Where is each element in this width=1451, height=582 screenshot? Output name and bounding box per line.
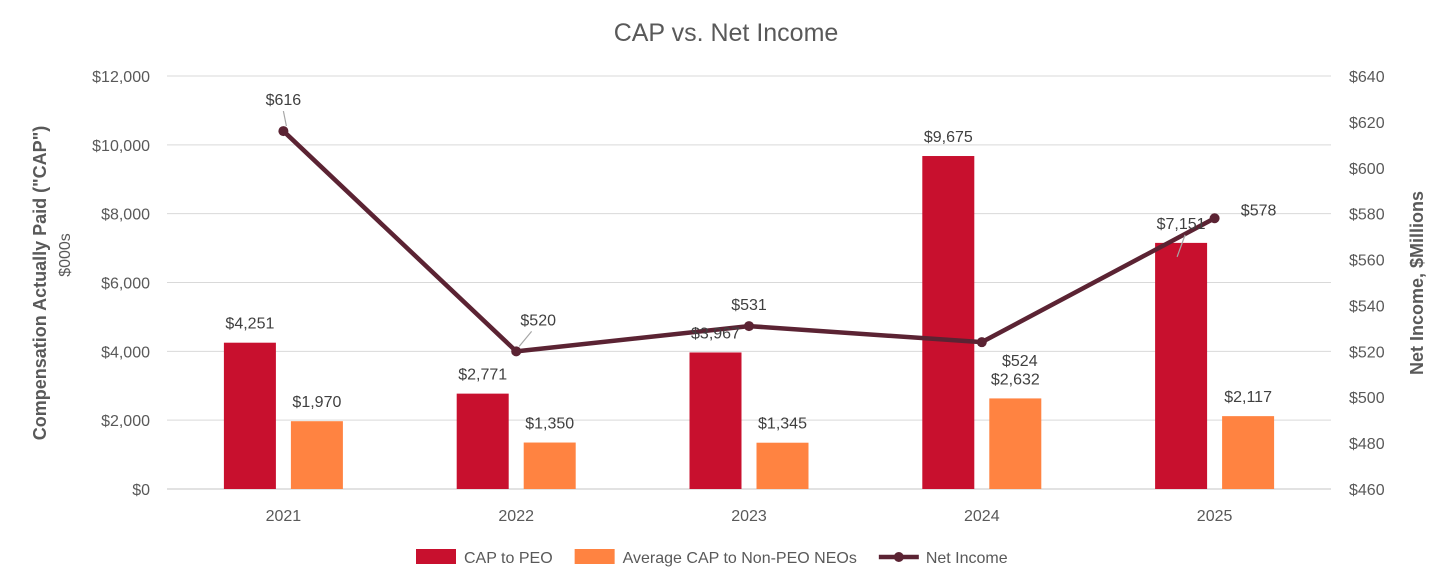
- bar-cap-to-peo: [1155, 242, 1208, 489]
- bar-avg-cap-non-peo: [1222, 416, 1275, 489]
- legend-swatch: [574, 549, 615, 564]
- bar-avg-cap-non-peo: [756, 442, 809, 489]
- x-tick-label: 2021: [266, 508, 302, 525]
- legend-swatch-point: [893, 552, 904, 562]
- net-income-point: [278, 126, 289, 137]
- bar-cap-to-peo: [689, 352, 742, 489]
- legend-label: Average CAP to Non-PEO NEOs: [623, 550, 857, 567]
- legend-label: CAP to PEO: [464, 550, 553, 567]
- left-tick-label: $12,000: [92, 69, 150, 86]
- right-axis-ticks: $460 $480 $500 $520 $540 $560 $580 $600 $620 $640: [1349, 69, 1385, 499]
- leader-line: [518, 330, 533, 347]
- left-tick-label: $10,000: [92, 138, 150, 155]
- net-income-value-label: $520: [520, 312, 556, 329]
- x-tick-label: 2022: [498, 508, 534, 525]
- legend-label: Net Income: [926, 550, 1008, 567]
- left-tick-label: $6,000: [101, 276, 150, 293]
- leader-line: [1176, 234, 1186, 258]
- avg-cap-non-peo-value-label: $1,345: [758, 416, 807, 433]
- left-tick-label: $2,000: [101, 413, 150, 430]
- net-income-value-label: $616: [266, 92, 302, 109]
- right-tick-label: $540: [1349, 298, 1385, 315]
- net-income-value-label: $531: [731, 297, 767, 314]
- net-income-line: [281, 129, 1216, 354]
- bar-series: [223, 156, 1275, 490]
- x-tick-label: 2023: [731, 508, 767, 525]
- left-axis-ticks: $0 $2,000 $4,000 $6,000 $8,000 $10,000 $12,000: [92, 69, 150, 499]
- legend-swatch: [416, 549, 456, 564]
- cap-to-peo-value-label: $7,151: [1157, 216, 1206, 233]
- x-tick-label: 2024: [964, 508, 1000, 525]
- bar-cap-to-peo: [223, 342, 276, 489]
- avg-cap-non-peo-value-label: $1,970: [292, 394, 341, 411]
- left-axis-title: Compensation Actually Paid ("CAP"): [30, 126, 50, 440]
- avg-cap-non-peo-value-label: $2,117: [1224, 389, 1272, 406]
- leader-line: [282, 110, 287, 127]
- bar-avg-cap-non-peo: [523, 442, 576, 489]
- right-tick-label: $620: [1349, 115, 1385, 132]
- left-axis-subtitle: $000s: [57, 233, 74, 277]
- net-income-value-label: $524: [1002, 353, 1038, 370]
- right-tick-label: $560: [1349, 253, 1385, 270]
- avg-cap-non-peo-value-label: $2,632: [991, 371, 1040, 388]
- bar-avg-cap-non-peo: [989, 398, 1042, 489]
- cap-to-peo-value-label: $2,771: [458, 367, 507, 384]
- left-tick-label: $8,000: [101, 207, 150, 224]
- bar-cap-to-peo: [456, 393, 509, 489]
- right-tick-label: $640: [1349, 69, 1385, 86]
- right-tick-label: $500: [1349, 390, 1385, 407]
- right-tick-label: $600: [1349, 161, 1385, 178]
- cap-to-peo-value-label: $9,675: [924, 129, 973, 146]
- bar-cap-to-peo: [922, 156, 975, 490]
- left-tick-label: $0: [132, 482, 150, 499]
- net-income-point: [511, 346, 522, 357]
- x-axis-ticks: 2021 2022 2023 2024 2025: [266, 508, 1233, 525]
- data-labels: $4,251 $2,771 $3,967 $9,675 $7,151 $1,970 $1,3…: [225, 92, 1276, 433]
- legend: CAP to PEO Average CAP to Non-PEO NEOs Net…: [416, 549, 1008, 567]
- left-tick-label: $4,000: [101, 344, 150, 361]
- right-tick-label: $580: [1349, 207, 1385, 224]
- bar-avg-cap-non-peo: [290, 421, 343, 489]
- right-tick-label: $480: [1349, 436, 1385, 453]
- avg-cap-non-peo-value-label: $1,350: [525, 416, 574, 433]
- right-tick-label: $460: [1349, 482, 1385, 499]
- net-income-value-label: $578: [1241, 202, 1277, 219]
- x-tick-label: 2025: [1197, 508, 1233, 525]
- cap-to-peo-value-label: $4,251: [225, 316, 274, 333]
- line-series: [278, 126, 1220, 357]
- net-income-point: [1209, 213, 1220, 224]
- gridlines: [167, 75, 1331, 490]
- right-tick-label: $520: [1349, 344, 1385, 361]
- chart-title: CAP vs. Net Income: [614, 19, 839, 47]
- cap-to-peo-value-label: $3,967: [691, 325, 740, 342]
- net-income-point: [744, 321, 754, 332]
- right-axis-title: Net Income, $Millions: [1407, 191, 1427, 375]
- net-income-point: [976, 337, 987, 348]
